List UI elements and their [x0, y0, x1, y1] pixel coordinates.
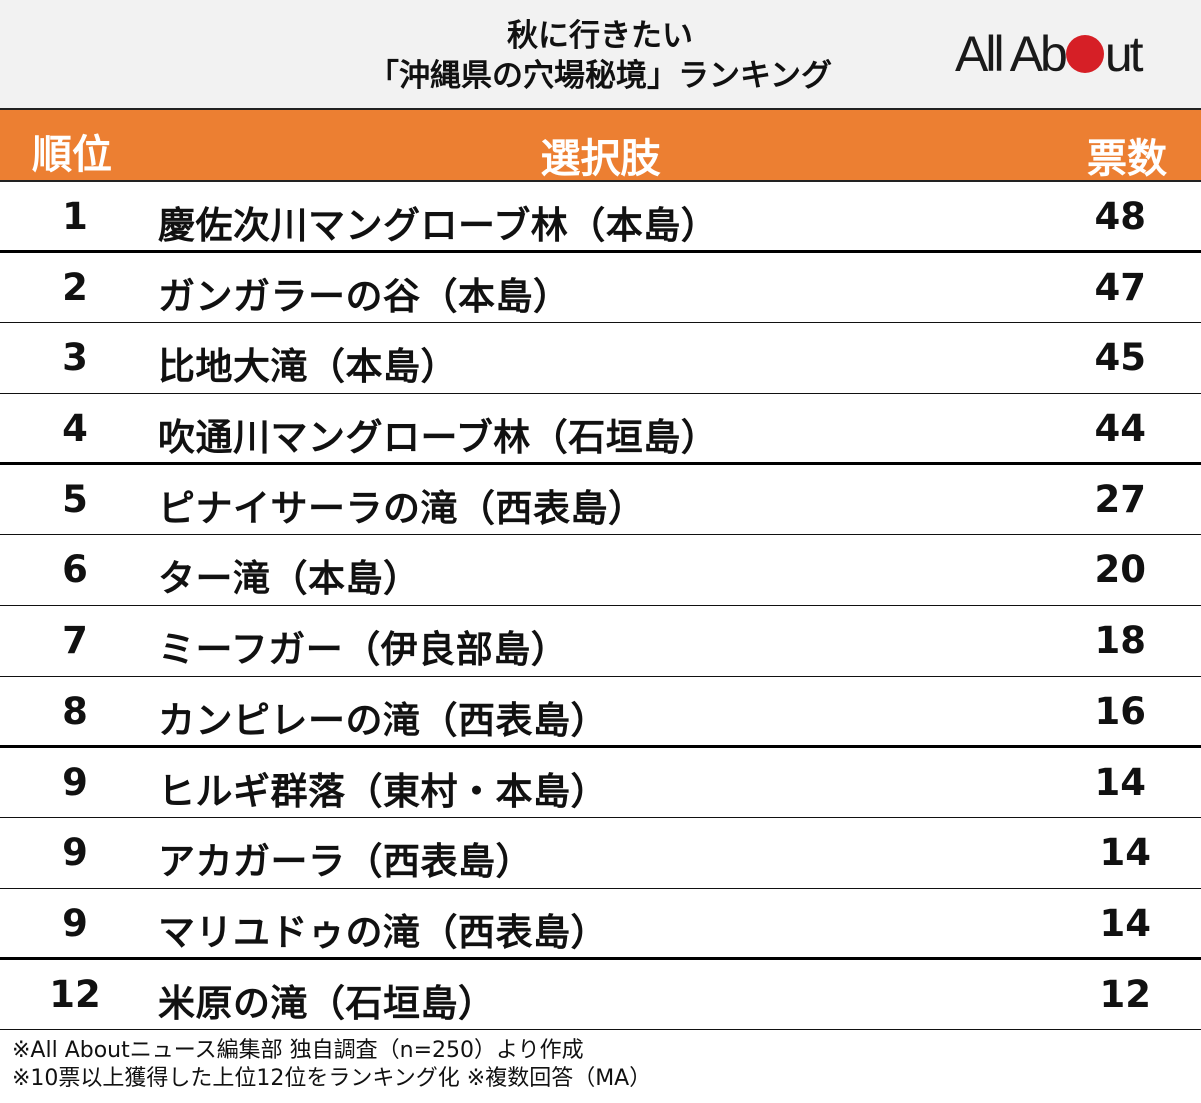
- row-rank: 6: [62, 548, 88, 592]
- row-votes: 18: [1094, 619, 1147, 663]
- title-line-1: 秋に行きたい: [507, 18, 693, 54]
- logo-text-end: ut: [1104, 26, 1144, 82]
- table-row: 7 ミーフガー（伊良部島） 18: [0, 606, 1201, 677]
- row-votes: 14: [1094, 760, 1147, 804]
- row-rank: 7: [62, 619, 88, 663]
- logo-text-start: All Ab: [955, 26, 1068, 82]
- row-name: ミーフガー（伊良部島）: [158, 628, 569, 672]
- table-row: 8 カンピレーの滝（西表島） 16: [0, 677, 1201, 748]
- page-title: 秋に行きたい 「沖縄県の穴場秘境」ランキング: [300, 16, 900, 96]
- table-header: 順位 選択肢 票数: [0, 110, 1201, 182]
- row-rank: 12: [49, 972, 101, 1016]
- row-name: 慶佐次川マングローブ林（本島）: [158, 204, 719, 247]
- row-rank: 2: [62, 265, 88, 309]
- table-row: 9 アカガーラ（西表島） 14: [0, 818, 1201, 889]
- ranking-table-body: 1 慶佐次川マングローブ林（本島） 48 2 ガンガラーの谷（本島） 47 3 …: [0, 182, 1201, 1031]
- row-name: ピナイサーラの滝（西表島）: [158, 486, 646, 530]
- row-votes: 16: [1094, 689, 1147, 733]
- row-name: マリユドゥの滝（西表島）: [158, 910, 608, 954]
- footnotes: ※All Aboutニュース編集部 独自調査（n=250）より作成 ※10票以上…: [12, 1037, 651, 1093]
- table-row: 5 ピナイサーラの滝（西表島） 27: [0, 465, 1201, 536]
- logo-red-dot-icon: [1065, 35, 1104, 73]
- table-row: 1 慶佐次川マングローブ林（本島） 48: [0, 182, 1201, 253]
- row-rank: 1: [62, 195, 88, 238]
- table-row: 9 ヒルギ群落（東村・本島） 14: [0, 748, 1201, 819]
- header-votes: 票数: [1087, 136, 1167, 182]
- footnote-source: ※All Aboutニュース編集部 独自調査（n=250）より作成: [12, 1038, 584, 1063]
- row-name: 米原の滝（石垣島）: [158, 981, 496, 1025]
- table-row: 4 吹通川マングローブ林（石垣島） 44: [0, 394, 1201, 465]
- row-name: ヒルギ群落（東村・本島）: [158, 769, 608, 813]
- footnote-method: ※10票以上獲得した上位12位をランキング化 ※複数回答（MA）: [12, 1066, 652, 1091]
- header-choice: 選択肢: [540, 136, 661, 182]
- row-rank: 3: [62, 336, 88, 380]
- row-votes: 48: [1094, 195, 1147, 238]
- row-votes: 12: [1099, 972, 1152, 1016]
- row-name: 比地大滝（本島）: [158, 345, 458, 389]
- row-name: 吹通川マングローブ林（石垣島）: [158, 416, 719, 460]
- row-votes: 44: [1094, 407, 1147, 451]
- table-row: 3 比地大滝（本島） 45: [0, 323, 1201, 395]
- allabout-logo: All Ab ut: [955, 26, 1144, 82]
- table-row: 12 米原の滝（石垣島） 12: [0, 960, 1201, 1031]
- row-votes: 14: [1099, 901, 1152, 945]
- row-rank: 4: [62, 407, 88, 451]
- row-name: ター滝（本島）: [158, 557, 421, 601]
- table-row: 6 ター滝（本島） 20: [0, 535, 1201, 607]
- title-bar: 秋に行きたい 「沖縄県の穴場秘境」ランキング All Ab ut: [0, 0, 1201, 110]
- table-row: 2 ガンガラーの谷（本島） 47: [0, 253, 1201, 324]
- row-votes: 47: [1094, 265, 1147, 309]
- header-rank: 順位: [32, 132, 112, 178]
- table-row: 9 マリユドゥの滝（西表島） 14: [0, 889, 1201, 960]
- row-rank: 9: [62, 760, 88, 804]
- row-rank: 8: [62, 689, 88, 733]
- row-name: アカガーラ（西表島）: [158, 840, 533, 884]
- row-votes: 27: [1094, 477, 1147, 521]
- row-votes: 14: [1099, 831, 1152, 875]
- row-rank: 9: [62, 901, 88, 945]
- row-name: ガンガラーの谷（本島）: [158, 274, 571, 318]
- row-votes: 45: [1094, 336, 1147, 380]
- row-votes: 20: [1094, 548, 1147, 592]
- row-rank: 5: [62, 477, 88, 521]
- row-rank: 9: [62, 831, 88, 875]
- title-line-2: 「沖縄県の穴場秘境」ランキング: [367, 58, 833, 94]
- row-name: カンピレーの滝（西表島）: [158, 698, 608, 742]
